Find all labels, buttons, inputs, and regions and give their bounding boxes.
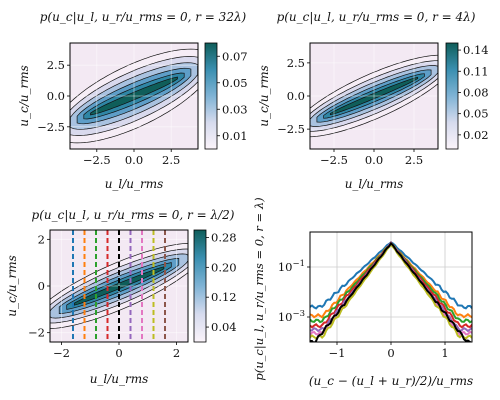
xtick-label-2: 2.5: [162, 153, 180, 167]
panel-4-ticks: −1 0 1 10−1 10−3: [278, 259, 449, 360]
panel-2-colorbar: [445, 42, 459, 150]
ytick-label-2: 2.5: [287, 56, 305, 70]
colorbar-tick-label-0: 0.04: [211, 320, 237, 334]
panel-4-xlabel: (u_c − (u_l + u_r)/2)/u_rms: [309, 374, 473, 388]
ytick-label-1: 10−3: [278, 309, 305, 324]
xtick-label-2: 1: [441, 346, 448, 360]
colorbar-tick-label-1: 0.12: [211, 290, 237, 304]
panel-3-plot-area: [50, 230, 188, 342]
colorbar-tick-label-2: 0.08: [463, 85, 489, 99]
ytick-label-1: 0.0: [287, 89, 305, 103]
panel-3-colorbar-ticks: 0.04 0.12 0.20 0.28: [206, 230, 237, 334]
colorbar-tick-label-1: 0.03: [222, 102, 248, 116]
xtick-label-2: 2: [173, 346, 180, 360]
panel-2-colorbar-ticks: 0.02 0.05 0.08 0.11 0.14: [458, 43, 489, 142]
panel-2-ylabel: u_c/u_rms: [257, 65, 271, 127]
colorbar-tick-label-4: 0.14: [463, 43, 489, 57]
ytick-label-2: 2: [38, 232, 45, 246]
panel-2-ticks: −2.5 0.0 2.5 −2.5 0.0 2.5: [277, 56, 423, 167]
xtick-label-2: 2.5: [405, 153, 423, 167]
panel-3-title: p(u_c|u_l, u_r/u_rms = 0, r = λ/2): [32, 208, 235, 222]
ytick-label-0: −2: [28, 326, 45, 340]
ytick-label-0: −2.5: [277, 122, 305, 136]
colorbar-tick-label-3: 0.07: [222, 49, 248, 63]
colorbar-tick-label-2: 0.20: [211, 260, 237, 274]
xtick-label-0: −1: [329, 346, 346, 360]
panel-2-xlabel: u_l/u_rms: [345, 177, 404, 191]
panel-1-colorbar: [204, 42, 218, 150]
panel-1-colorbar-ticks: 0.01 0.03 0.05 0.07: [217, 49, 248, 143]
ytick-label-0: 10−1: [278, 259, 305, 274]
panel-4-plot-area: [310, 232, 472, 342]
colorbar-tick-label-0: 0.01: [222, 129, 248, 143]
pdf-series-line-7: [310, 241, 472, 342]
panel-1-plot-area: [70, 43, 198, 149]
panel-1-ticks: −2.5 0.0 2.5 −2.5 0.0 2.5: [37, 58, 180, 167]
xtick-label-1: 0: [387, 346, 394, 360]
panel-3-xlabel: u_l/u_rms: [90, 372, 149, 386]
panel-1-title: p(u_c|u_l, u_r/u_rms = 0, r = 32λ): [40, 10, 247, 24]
panel-4-ylabel: p(u_c|u_l, u_r/u_rms = 0, r = λ): [252, 197, 267, 380]
panel-3-colorbar: [193, 229, 207, 343]
xtick-label-0: −2: [53, 346, 70, 360]
colorbar-tick-label-2: 0.05: [222, 76, 248, 90]
xtick-label-1: 0.0: [125, 153, 143, 167]
panel-1-ylabel: u_c/u_rms: [17, 65, 31, 127]
panel-2: p(u_c|u_l, u_r/u_rms = 0, r = 4λ) −2.5 0.…: [257, 10, 489, 191]
ytick-label-2: 2.5: [47, 58, 65, 72]
colorbar-tick-label-3: 0.11: [463, 64, 489, 78]
xtick-label-0: −2.5: [320, 153, 348, 167]
xtick-label-1: 0: [115, 346, 122, 360]
panel-1-xlabel: u_l/u_rms: [105, 177, 164, 191]
colorbar-tick-label-0: 0.02: [463, 128, 489, 142]
ytick-label-0: −2.5: [37, 120, 65, 134]
panel-3-ylabel: u_c/u_rms: [5, 255, 19, 317]
colorbar-tick-label-3: 0.28: [211, 230, 237, 244]
panel-2-plot-area: [310, 43, 438, 149]
panel-3-ticks: −2 0 2 −2 0 2: [28, 232, 180, 360]
panel-2-title: p(u_c|u_l, u_r/u_rms = 0, r = 4λ): [277, 10, 476, 24]
panel-1: p(u_c|u_l, u_r/u_rms = 0, r = 32λ) −2.5 0…: [17, 10, 248, 191]
xtick-label-0: −2.5: [83, 153, 111, 167]
colorbar-tick-label-1: 0.05: [463, 107, 489, 121]
ytick-label-1: 0: [38, 279, 45, 293]
panel-3: p(u_c|u_l, u_r/u_rms = 0, r = λ/2) −2 0 2−…: [5, 208, 237, 386]
xtick-label-1: 0.0: [365, 153, 383, 167]
ytick-label-1: 0.0: [47, 89, 65, 103]
panel-4: −1 0 1 10−1 10−3 (u_c − (u_l + u_r)/2)/u_rms…: [252, 197, 473, 388]
